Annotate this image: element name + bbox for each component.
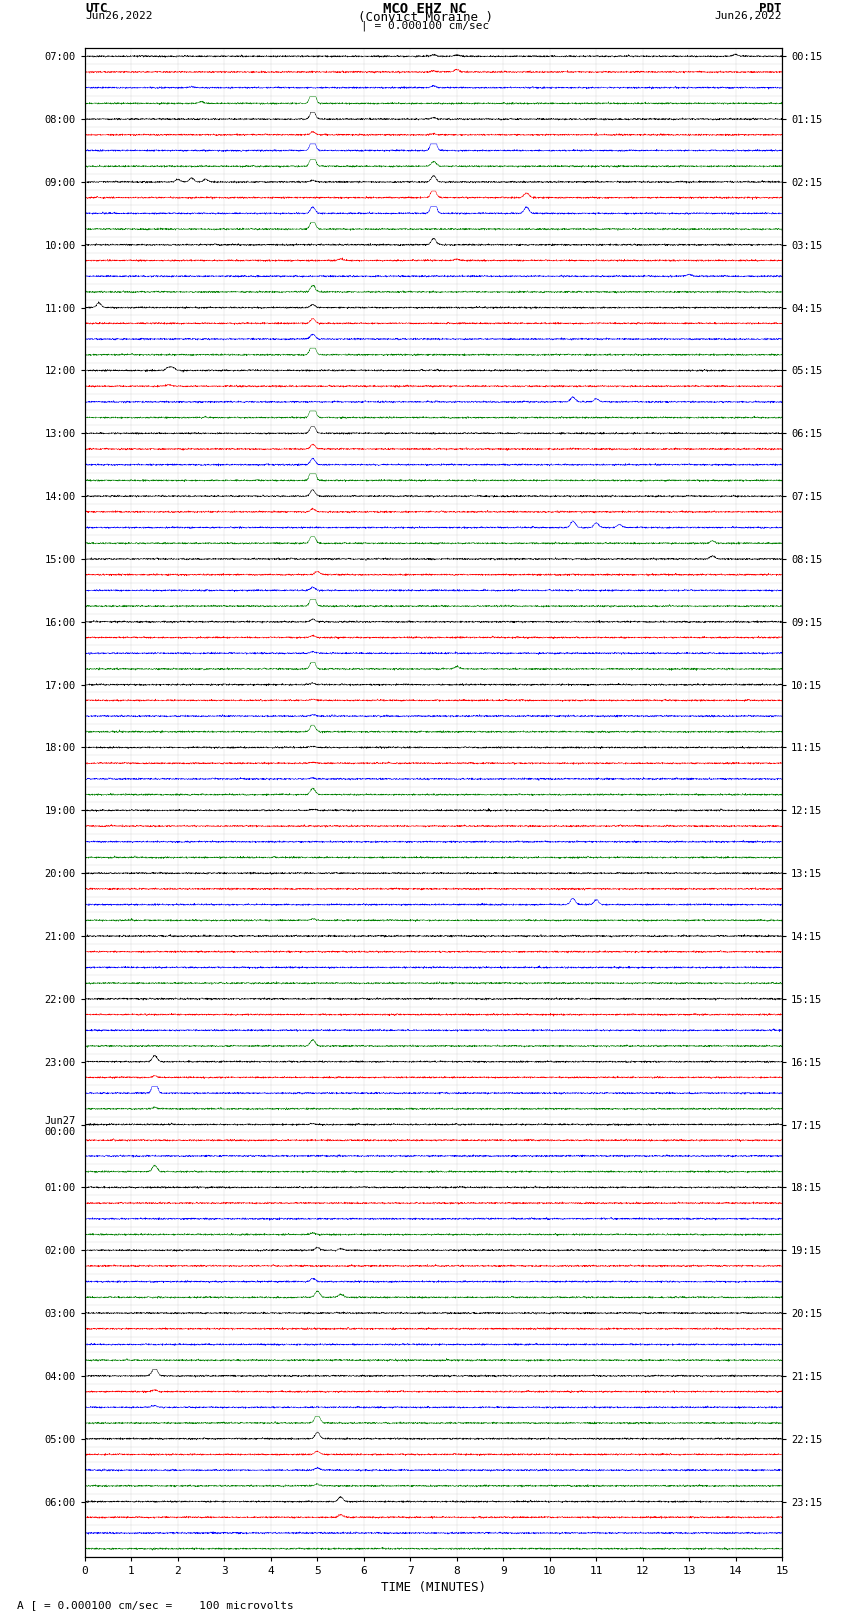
- Text: A [ = 0.000100 cm/sec =    100 microvolts: A [ = 0.000100 cm/sec = 100 microvolts: [17, 1600, 294, 1610]
- Text: Jun26,2022: Jun26,2022: [715, 11, 782, 21]
- Text: PDT: PDT: [760, 2, 782, 15]
- Text: | = 0.000100 cm/sec: | = 0.000100 cm/sec: [361, 21, 489, 32]
- Text: Jun26,2022: Jun26,2022: [85, 11, 152, 21]
- Text: MCO EHZ NC: MCO EHZ NC: [383, 2, 467, 16]
- Text: UTC: UTC: [85, 2, 107, 15]
- X-axis label: TIME (MINUTES): TIME (MINUTES): [381, 1581, 486, 1594]
- Text: (Convict Moraine ): (Convict Moraine ): [358, 11, 492, 24]
